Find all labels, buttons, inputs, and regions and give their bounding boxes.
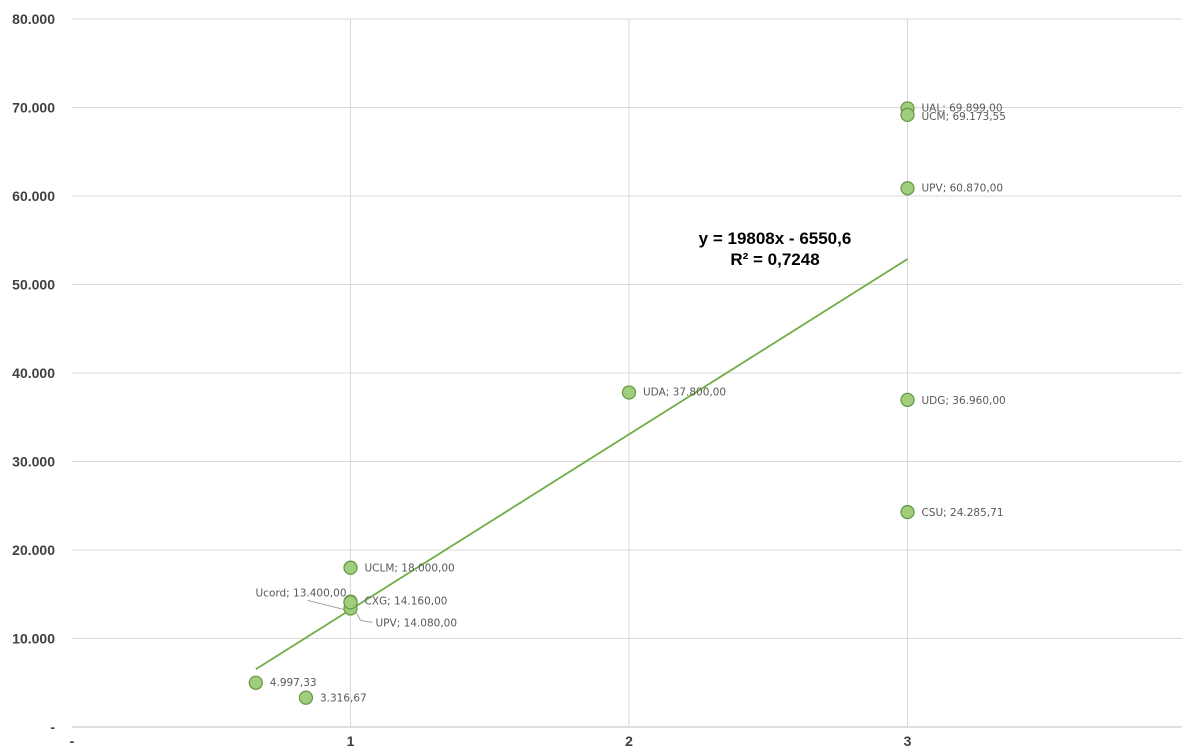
x-tick-label: 2 [625, 733, 633, 749]
trendline [255, 258, 908, 671]
data-point [298, 690, 314, 705]
data-label: UAL; 69.899,00 [922, 102, 1003, 114]
label-leader-line [307, 599, 348, 611]
data-label: UCLM; 18.000,00 [365, 563, 455, 575]
y-tick-label: 50.000 [12, 277, 55, 293]
data-label: CSU; 24.285,71 [922, 507, 1004, 519]
y-tick-label: 80.000 [12, 11, 55, 27]
data-label: 4.997,33 [270, 677, 317, 689]
data-point [900, 392, 915, 408]
y-tick-label: 10.000 [12, 631, 55, 647]
data-point [343, 595, 358, 610]
label-leader-lines [307, 599, 373, 623]
y-tick-label: - [50, 719, 55, 735]
trendline-r-squared: R² = 0,7248 [730, 250, 819, 269]
data-label: UDG; 36.960,00 [922, 395, 1006, 407]
data-point [621, 385, 637, 400]
x-axis-tick-labels: - 1 2 3 [70, 733, 912, 749]
trendline-equation: y = 19808x - 6550,6 [699, 229, 852, 248]
y-tick-label: 20.000 [12, 542, 55, 558]
x-tick-label: 1 [347, 733, 355, 749]
data-label: UCM; 69.173,55 [922, 111, 1006, 123]
y-axis-tick-labels: - 10.000 20.000 30.000 40.000 50.000 60.000 70.… [12, 11, 55, 735]
gridlines [72, 18, 1182, 728]
data-point [900, 107, 915, 122]
data-point [900, 181, 915, 196]
y-tick-label: 60.000 [12, 188, 55, 204]
data-label: 3.316,67 [320, 693, 367, 705]
data-label: UDA; 37.800,00 [643, 386, 726, 398]
data-labels: 4.997,333.316,67 UCLM; 18.000,00 Ucord; 13… [256, 102, 1006, 704]
x-tick-label: - [70, 733, 75, 749]
data-point [248, 675, 263, 690]
data-label: UPV; 60.870,00 [922, 182, 1004, 194]
data-label: UPV; 14.080,00 [376, 617, 458, 629]
trendline-group [255, 258, 908, 671]
y-tick-label: 40.000 [12, 365, 55, 381]
data-points [248, 101, 915, 705]
y-tick-label: 70.000 [12, 100, 55, 116]
data-point [900, 504, 915, 520]
x-tick-label: 3 [904, 733, 912, 749]
data-point [343, 560, 358, 575]
data-label: Ucord; 13.400,00 [256, 587, 347, 599]
y-tick-label: 30.000 [12, 454, 55, 470]
data-label: CXG; 14.160,00 [365, 596, 448, 608]
